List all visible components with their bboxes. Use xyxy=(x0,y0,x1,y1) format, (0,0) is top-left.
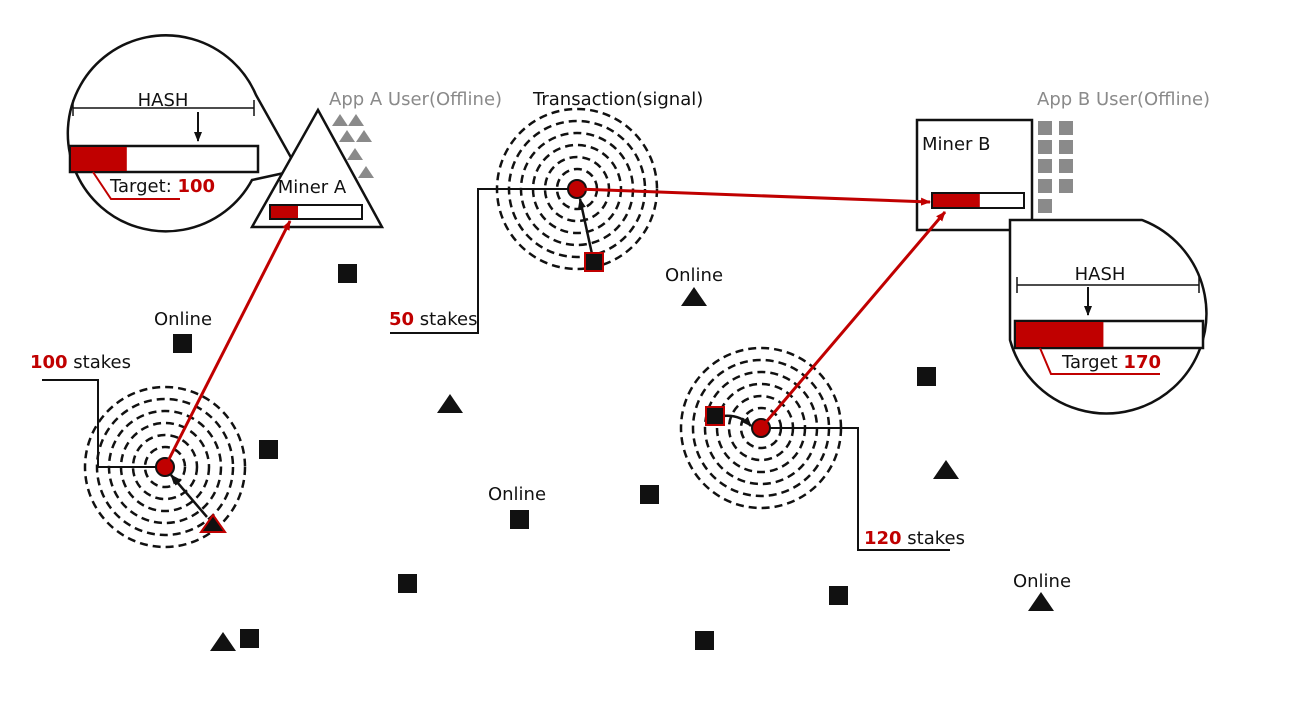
node-50-stakes: 50 stakes xyxy=(389,107,659,334)
online-label: Online xyxy=(488,484,546,505)
online-user-square-icon xyxy=(173,334,192,353)
miner-a-label: Miner A xyxy=(278,177,347,198)
online-user-square-icon xyxy=(917,367,936,386)
transaction-label: Transaction(signal) xyxy=(532,89,703,110)
offline-user-square-icon xyxy=(1038,159,1052,173)
hash-progress-bar xyxy=(1013,319,1205,350)
online-user-triangle-icon xyxy=(1028,592,1054,611)
miner-b-label: Miner B xyxy=(922,134,990,155)
miner-b-progress-fill xyxy=(933,194,980,207)
stakes-label: 50 stakes xyxy=(389,309,477,330)
hash-progress-fill xyxy=(1016,322,1104,347)
offline-user-square-icon xyxy=(1038,179,1052,193)
online-user-square-icon xyxy=(338,264,357,283)
offline-user-triangle-icon xyxy=(348,114,364,126)
offline-user-square-icon xyxy=(1059,159,1073,173)
online-users xyxy=(173,264,1054,651)
online-user-triangle-icon xyxy=(210,632,236,651)
online-label: Online xyxy=(1013,571,1071,592)
offline-user-square-icon xyxy=(1059,121,1073,135)
offline-user-square-icon xyxy=(1038,140,1052,154)
miner-a-progress-fill xyxy=(271,206,298,218)
offline-user-square-icon xyxy=(1059,140,1073,154)
stakes-leader-line xyxy=(761,427,950,551)
stakes-label: 100 stakes xyxy=(30,352,131,373)
transaction-to-miner-b-arrow xyxy=(576,187,931,206)
online-user-square-icon xyxy=(240,629,259,648)
node-100-stakes: 100 stakes xyxy=(30,352,247,549)
stakes-label: 120 stakes xyxy=(864,528,965,549)
online-user-square-icon xyxy=(510,510,529,529)
hash-progress-bar xyxy=(68,144,260,174)
user-to-node-arrow xyxy=(721,414,752,427)
online-user-triangle-icon xyxy=(199,513,227,533)
miner-a-hash-callout: HASH Target: 100 xyxy=(66,34,300,233)
hash-progress-fill xyxy=(71,147,127,171)
offline-user-square-icon xyxy=(1038,199,1052,213)
user-to-node-arrow xyxy=(170,474,208,518)
offline-user-triangle-icon xyxy=(339,130,355,142)
target-leader-line xyxy=(1039,347,1160,375)
miner-b: Miner B xyxy=(915,118,1034,232)
offline-user-square-icon xyxy=(1038,121,1052,135)
app-a-user-label: App A User(Offline) xyxy=(329,89,502,110)
user-to-node-arrow xyxy=(578,198,594,255)
miner-a: Miner A xyxy=(249,107,385,229)
target-label: Target 170 xyxy=(1061,352,1161,373)
offline-user-triangle-icon xyxy=(358,166,374,178)
miner-b-hash-callout: HASH Target 170 xyxy=(1008,218,1208,415)
miner-a-triangle xyxy=(249,107,385,229)
node-to-miner-b-arrow xyxy=(759,211,947,429)
stakes-leader-line xyxy=(390,188,577,334)
offline-user-triangle-icon xyxy=(332,114,348,126)
miner-b-progress-bar xyxy=(931,192,1025,209)
online-user-square-icon xyxy=(705,406,725,426)
app-b-user-label: App B User(Offline) xyxy=(1037,89,1210,110)
online-user-triangle-icon xyxy=(933,460,959,479)
node-120-stakes: 120 stakes xyxy=(679,346,965,551)
hash-label: HASH xyxy=(1075,264,1126,285)
app-a-offline-users xyxy=(332,114,374,178)
hash-range-bracket xyxy=(1016,277,1200,293)
online-label: Online xyxy=(154,309,212,330)
miner-a-progress-bar xyxy=(269,204,363,220)
online-user-square-icon xyxy=(398,574,417,593)
online-label: Online xyxy=(665,265,723,286)
offline-user-triangle-icon xyxy=(347,148,363,160)
online-user-square-icon xyxy=(829,586,848,605)
offline-user-triangle-icon xyxy=(356,130,372,142)
hash-label: HASH xyxy=(138,90,189,111)
target-leader-line xyxy=(92,171,180,200)
online-user-triangle-icon xyxy=(681,287,707,306)
online-user-square-icon xyxy=(584,252,604,272)
online-user-square-icon xyxy=(695,631,714,650)
online-user-triangle-icon xyxy=(437,394,463,413)
target-label: Target: 100 xyxy=(109,176,215,197)
node-to-miner-a-arrow xyxy=(163,220,292,468)
online-user-square-icon xyxy=(640,485,659,504)
app-b-offline-users xyxy=(1038,121,1073,213)
offline-user-square-icon xyxy=(1059,179,1073,193)
hash-range-bracket xyxy=(72,100,255,116)
stakes-leader-line xyxy=(42,379,165,468)
online-user-square-icon xyxy=(259,440,278,459)
